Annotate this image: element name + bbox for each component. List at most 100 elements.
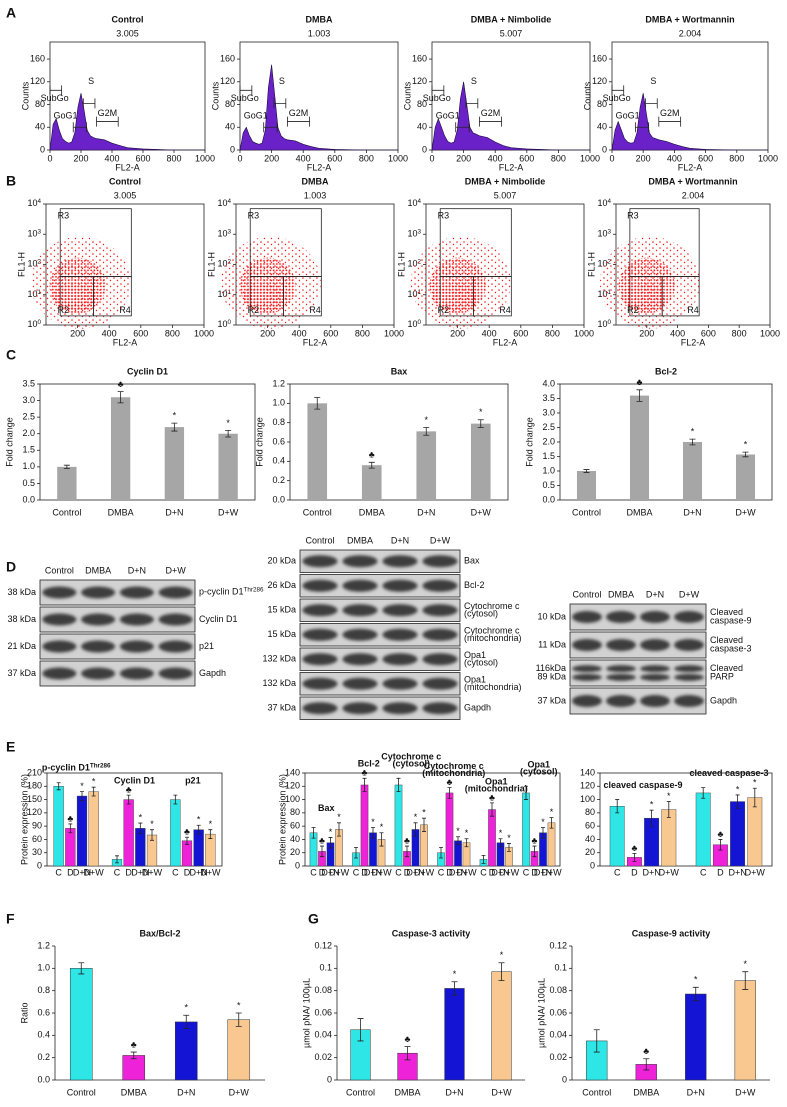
lane-label: Control (45, 565, 74, 575)
bar (218, 433, 238, 500)
significance-marker: * (453, 969, 457, 979)
blot-band (422, 677, 458, 690)
x-tick-label: 400 (296, 153, 311, 163)
blot-strip (299, 647, 461, 671)
significance-marker: * (197, 815, 201, 825)
significance-marker: * (479, 407, 483, 417)
y-tick-label-sup: 4 (227, 198, 231, 205)
group-label-sup: Thr286 (90, 762, 111, 769)
bar-label: D (531, 867, 538, 877)
error-bar (632, 852, 637, 862)
gate-label: S (650, 76, 656, 86)
x-tick-label: DMBA (108, 507, 134, 517)
significance-marker: ♣ (67, 813, 73, 823)
error-bar (422, 817, 426, 832)
significance-marker: * (80, 781, 84, 791)
blot-band (382, 604, 418, 617)
y-axis-label: FL1-H (586, 252, 596, 277)
error-bar (498, 962, 505, 982)
x-tick-label: 200 (260, 328, 275, 338)
significance-marker: * (736, 784, 740, 794)
y-tick-label: 60 (290, 821, 300, 831)
bar (394, 784, 403, 867)
gate-bracket (49, 85, 63, 96)
bar-label: D (184, 867, 191, 877)
chart-subtitle: 3.005 (116, 28, 139, 38)
bar (174, 1021, 198, 1081)
y-tick-label: 120 (285, 781, 300, 791)
blot-band (606, 639, 636, 651)
x-tick-label: 400 (488, 153, 503, 163)
error-bar (196, 824, 201, 835)
y-tick-label: 80 (225, 99, 235, 109)
x-tick-label: D+W (491, 1087, 512, 1097)
blot-band (158, 613, 193, 626)
bar-label: C (614, 867, 621, 877)
chart-subtitle: 1.003 (308, 28, 331, 38)
x-tick-label: D+N (165, 507, 183, 517)
significance-marker: ♣ (126, 785, 132, 795)
x-tick-label: 0 (47, 153, 52, 163)
significance-marker: ♣ (362, 768, 368, 778)
error-bar (481, 854, 486, 864)
x-tick-label: 800 (551, 153, 566, 163)
blot-band (382, 555, 418, 568)
blot-band (302, 604, 338, 617)
blot-band (81, 667, 116, 680)
blot-band (302, 628, 338, 641)
error-bar (689, 438, 696, 446)
x-tick-label: 200 (70, 328, 85, 338)
y-tick-label: 100 (285, 794, 300, 804)
y-tick-label: 0 (562, 1074, 567, 1084)
error-bar (328, 837, 333, 849)
x-tick-label: Control (582, 1087, 611, 1097)
x-tick-label: 1000 (758, 153, 778, 163)
blot-band (422, 555, 458, 568)
group-label: Bcl-2 (358, 759, 380, 769)
blot-band (674, 639, 704, 651)
x-axis-label: FL2-A (307, 162, 332, 172)
bar (361, 465, 382, 500)
gate-label: S (279, 76, 285, 86)
significance-marker: ♣ (447, 777, 453, 787)
significance-marker: * (226, 418, 230, 428)
group-label: (mitochondria) (465, 783, 528, 793)
y-axis-label: FL1-H (16, 252, 26, 277)
gate-bracket (645, 98, 658, 109)
panel-label: B (6, 173, 16, 189)
protein-label: Cleaved (710, 607, 743, 617)
blot-band (42, 586, 77, 599)
y-tick-label: 0.4 (272, 456, 285, 466)
x-tick-label: 1000 (194, 328, 214, 338)
protein-label: Cleaved (710, 635, 743, 645)
significance-marker: * (173, 410, 177, 420)
blot-band (674, 611, 704, 623)
bar (170, 799, 181, 867)
y-tick-label: 100 (580, 794, 595, 804)
histogram-area (431, 81, 590, 151)
blot-band (81, 586, 116, 599)
bar-label: D+W (659, 867, 680, 877)
protein-label: Gapdh (710, 695, 737, 705)
gate-bracket (479, 116, 502, 127)
panel-label: C (6, 347, 16, 363)
significance-marker: ♣ (131, 1039, 137, 1049)
y-tick-label: 90 (32, 821, 42, 831)
x-tick-label: 200 (73, 153, 88, 163)
kda-label: 10 kDa (537, 611, 566, 621)
protein-label: Cytochrome c (464, 601, 520, 611)
error-bar (171, 422, 178, 432)
protein-label: p-cyclin D1Thr286 (199, 586, 264, 597)
y-tick-label: 0 (602, 144, 607, 154)
chart-title: DMBA + Nimbolide (465, 176, 545, 186)
chart-title: DMBA + Wortmannin (645, 14, 734, 24)
x-axis-label: FL2-A (499, 162, 524, 172)
blot-band (382, 677, 418, 690)
y-tick-label: 3.0 (22, 395, 35, 405)
y-tick-label-sup: 4 (417, 198, 421, 205)
region-label: R2 (438, 305, 450, 315)
error-bar (405, 845, 409, 858)
blot-band (342, 555, 378, 568)
x-tick-label: D+W (229, 1087, 250, 1097)
x-tick-label: 400 (292, 328, 307, 338)
